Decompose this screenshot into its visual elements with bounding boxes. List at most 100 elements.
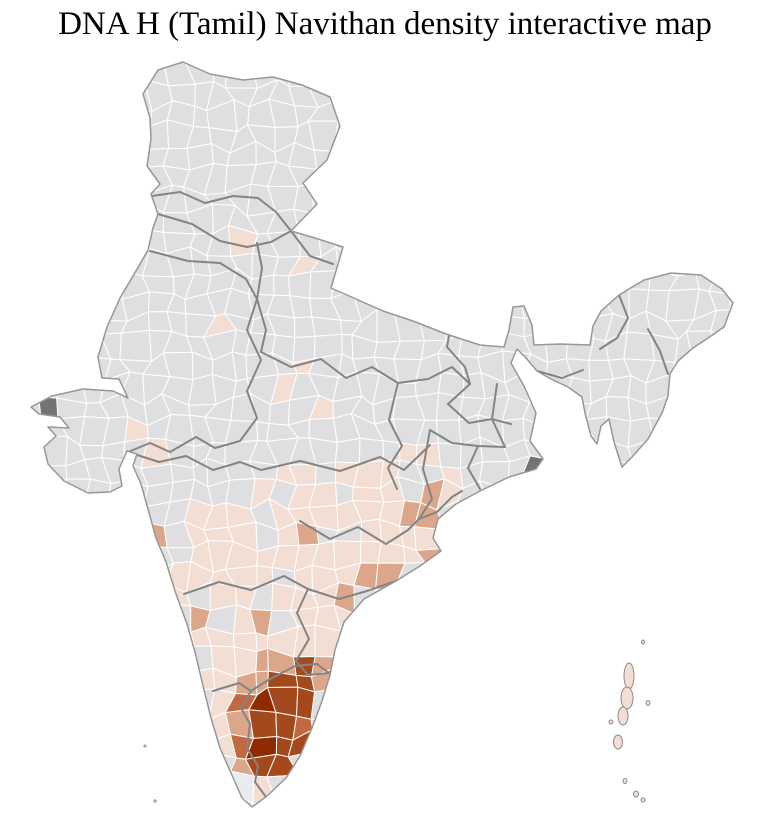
district-cell[interactable]	[338, 77, 359, 103]
district-cell[interactable]	[715, 771, 737, 805]
district-cell[interactable]	[82, 613, 109, 627]
district-cell[interactable]	[759, 758, 770, 778]
district-cell[interactable]	[728, 357, 755, 383]
district-cell[interactable]	[60, 581, 84, 615]
district-cell[interactable]	[729, 758, 760, 779]
district-cell[interactable]	[500, 58, 529, 90]
district-cell[interactable]	[719, 603, 733, 628]
district-cell[interactable]	[85, 182, 100, 212]
district-cell[interactable]	[58, 560, 87, 584]
district-cell[interactable]	[675, 82, 699, 110]
district-cell[interactable]	[16, 455, 47, 490]
andaman-island[interactable]	[640, 797, 646, 803]
district-cell[interactable]	[128, 204, 150, 229]
district-cell[interactable]	[403, 193, 426, 211]
district-cell[interactable]	[65, 77, 84, 112]
district-cell[interactable]	[332, 756, 357, 784]
district-cell[interactable]	[709, 666, 741, 692]
district-cell[interactable]	[541, 625, 566, 657]
district-cell[interactable]	[163, 668, 193, 700]
district-cell[interactable]	[375, 588, 397, 610]
district-cell[interactable]	[566, 731, 594, 752]
district-cell[interactable]	[623, 507, 658, 530]
district-cell[interactable]	[148, 797, 173, 815]
district-cell[interactable]	[518, 772, 545, 799]
district-cell[interactable]	[121, 541, 154, 574]
district-cell[interactable]	[16, 487, 47, 509]
district-cell[interactable]	[738, 548, 761, 574]
district-cell[interactable]	[603, 563, 637, 594]
district-cell[interactable]	[752, 310, 770, 342]
district-cell[interactable]	[479, 799, 504, 815]
district-cell[interactable]	[589, 274, 614, 301]
district-cell[interactable]	[587, 687, 607, 717]
district-cell[interactable]	[62, 289, 86, 320]
district-cell[interactable]	[480, 124, 509, 152]
district-cell[interactable]	[477, 523, 502, 547]
district-cell[interactable]	[688, 438, 721, 469]
district-cell[interactable]	[0, 187, 26, 214]
district-cell[interactable]	[627, 717, 656, 741]
district-cell[interactable]	[754, 592, 770, 614]
district-cell[interactable]	[37, 41, 63, 68]
district-cell[interactable]	[332, 733, 364, 761]
district-cell[interactable]	[735, 187, 750, 213]
district-cell[interactable]	[605, 61, 630, 90]
district-cell[interactable]	[584, 710, 616, 741]
district-cell[interactable]	[0, 148, 26, 172]
district-cell[interactable]	[734, 131, 755, 145]
district-cell[interactable]	[523, 317, 549, 338]
district-cell[interactable]	[21, 394, 42, 425]
district-cell[interactable]	[627, 756, 656, 784]
district-cell[interactable]	[649, 58, 677, 90]
district-cell[interactable]	[185, 667, 216, 691]
district-cell[interactable]	[100, 541, 130, 567]
district-cell[interactable]	[706, 57, 741, 86]
district-cell[interactable]	[417, 756, 439, 776]
district-cell[interactable]	[440, 98, 467, 131]
district-cell[interactable]	[141, 707, 173, 742]
district-cell[interactable]	[349, 792, 381, 815]
district-cell[interactable]	[22, 62, 46, 91]
district-cell[interactable]	[542, 40, 573, 66]
district-cell[interactable]	[666, 417, 696, 447]
district-cell[interactable]	[396, 274, 425, 301]
district-cell[interactable]	[648, 38, 671, 68]
district-cell[interactable]	[707, 502, 741, 531]
district-cell[interactable]	[582, 203, 613, 236]
district-cell[interactable]	[351, 692, 382, 720]
district-cell[interactable]	[392, 605, 425, 637]
district-cell[interactable]	[20, 541, 48, 574]
district-cell[interactable]	[523, 207, 550, 236]
district-cell[interactable]	[708, 247, 740, 276]
district-cell[interactable]	[440, 646, 463, 677]
district-cell[interactable]	[564, 478, 585, 506]
district-cell[interactable]	[569, 163, 588, 186]
district-cell[interactable]	[119, 329, 153, 362]
district-cell[interactable]	[540, 419, 574, 446]
district-cell[interactable]	[456, 777, 483, 801]
district-cell[interactable]	[716, 358, 735, 383]
district-cell[interactable]	[647, 502, 677, 532]
district-cell[interactable]	[351, 713, 381, 735]
district-cell[interactable]	[539, 480, 574, 511]
district-cell[interactable]	[500, 81, 521, 111]
district-cell[interactable]	[20, 414, 42, 445]
district-cell[interactable]	[539, 565, 570, 592]
district-cell[interactable]	[665, 98, 699, 125]
district-cell[interactable]	[652, 462, 674, 488]
district-cell[interactable]	[497, 688, 523, 716]
district-cell[interactable]	[0, 166, 26, 188]
district-cell[interactable]	[734, 458, 759, 489]
district-cell[interactable]	[476, 210, 507, 233]
district-cell[interactable]	[443, 188, 469, 207]
district-cell[interactable]	[753, 651, 770, 676]
district-cell[interactable]	[375, 83, 404, 111]
district-cell[interactable]	[479, 98, 509, 130]
district-cell[interactable]	[540, 793, 574, 815]
district-cell[interactable]	[497, 712, 526, 740]
district-cell[interactable]	[15, 378, 41, 398]
district-cell[interactable]	[374, 209, 406, 237]
district-cell[interactable]	[523, 505, 544, 523]
district-cell[interactable]	[623, 140, 658, 167]
